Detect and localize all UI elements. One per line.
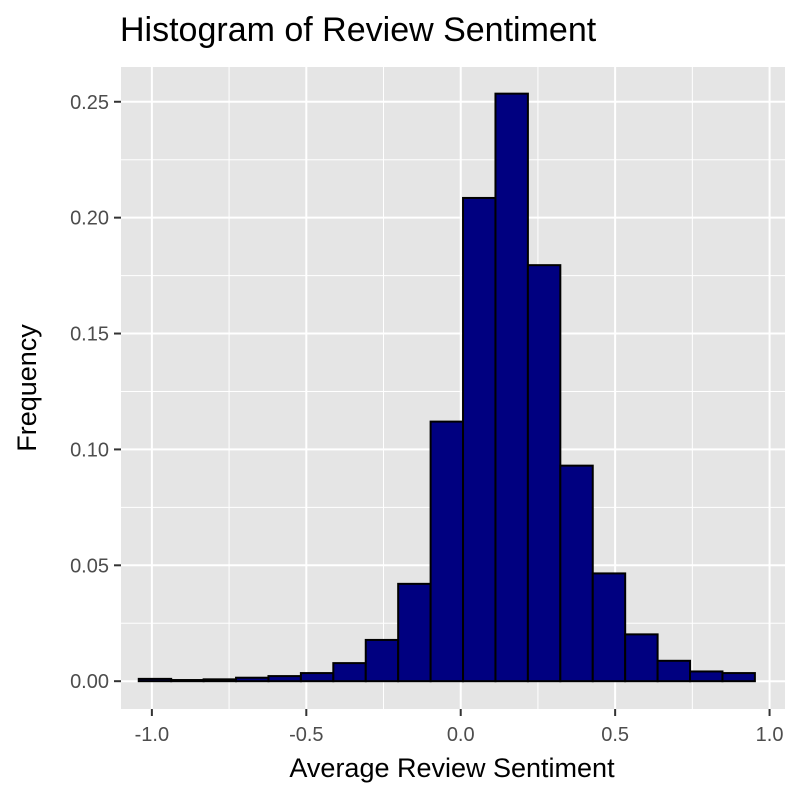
histogram-bars: [137, 92, 756, 683]
histogram-bar-12: [494, 92, 529, 683]
histogram-bar-5: [267, 675, 302, 683]
y-tick-label: 0.25: [70, 92, 109, 114]
histogram-bar-6: [299, 672, 335, 683]
chart-title: Histogram of Review Sentiment: [120, 11, 597, 49]
histogram-bar-2: [170, 679, 205, 683]
y-axis: 0.00 0.05 0.10 0.15 0.20 0.25: [70, 92, 121, 693]
histogram-bar-4: [235, 676, 270, 683]
histogram-bar-7: [332, 662, 367, 683]
y-tick-label: 0.15: [70, 324, 109, 346]
x-tick-label: -0.5: [289, 724, 323, 746]
histogram-bar-8: [364, 638, 400, 683]
x-tick-label: 1.0: [756, 724, 784, 746]
histogram-bar-9: [397, 582, 432, 683]
y-tick-label: 0.05: [70, 555, 109, 577]
histogram-bar-13: [526, 264, 562, 683]
x-axis-title: Average Review Sentiment: [289, 753, 615, 783]
histogram-bar-18: [689, 670, 724, 683]
histogram-bar-1: [137, 677, 173, 683]
histogram-bar-19: [721, 672, 756, 683]
histogram-bar-15: [591, 572, 627, 683]
y-tick-label: 0.20: [70, 208, 109, 230]
x-tick-label: 0.5: [601, 724, 629, 746]
y-axis-title: Frequency: [12, 324, 42, 452]
y-tick-label: 0.10: [70, 439, 109, 461]
y-tick-label: 0.00: [70, 671, 109, 693]
histogram-bar-3: [202, 678, 238, 683]
histogram-bar-11: [462, 196, 497, 683]
histogram-bar-16: [624, 633, 659, 683]
x-tick-label: -1.0: [135, 724, 169, 746]
histogram-bar-10: [429, 420, 465, 683]
histogram-bar-14: [559, 464, 594, 683]
x-tick-label: 0.0: [447, 724, 475, 746]
histogram-bar-17: [656, 659, 692, 683]
x-axis: -1.0 -0.5 0.0 0.5 1.0: [135, 709, 784, 746]
